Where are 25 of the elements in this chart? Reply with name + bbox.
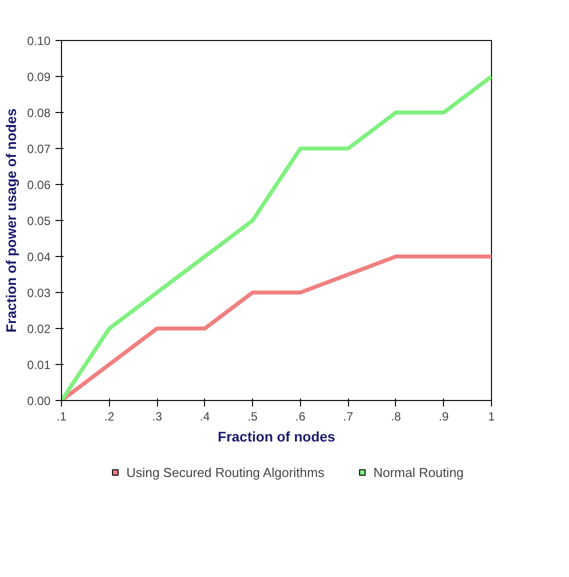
y-tick-label: 0.06 bbox=[27, 178, 51, 192]
y-tick-label: 0.01 bbox=[27, 358, 51, 372]
x-axis-title: Fraction of nodes bbox=[218, 428, 336, 444]
x-tick-label: .7 bbox=[343, 410, 354, 424]
x-tick-label: .2 bbox=[104, 410, 115, 424]
x-tick-label: .8 bbox=[390, 410, 402, 424]
x-tick-label: .5 bbox=[248, 410, 258, 424]
y-tick-label: 0.05 bbox=[27, 214, 51, 228]
y-axis-title: Fraction of power usage of nodes bbox=[3, 108, 20, 333]
x-tick-label: 1 bbox=[488, 410, 496, 424]
y-tick-label: 0.04 bbox=[27, 250, 51, 264]
x-tick-label: .4 bbox=[200, 410, 210, 424]
y-tick-label: 0.08 bbox=[27, 106, 51, 120]
y-tick-label: 0.03 bbox=[27, 286, 51, 300]
x-tick-label: .3 bbox=[152, 410, 162, 424]
x-tick-label: .1 bbox=[56, 410, 67, 424]
legend-label: Normal Routing bbox=[373, 464, 464, 480]
legend-label: Using Secured Routing Algorithms bbox=[126, 464, 324, 480]
y-tick-label: 0.02 bbox=[27, 322, 51, 336]
y-tick-label: 0.10 bbox=[27, 34, 51, 48]
y-tick-label: 0.09 bbox=[27, 70, 51, 84]
y-tick-label: 0.07 bbox=[27, 142, 51, 156]
y-tick-label: 0.00 bbox=[27, 394, 51, 408]
x-tick-label: .9 bbox=[438, 410, 450, 424]
x-tick-label: .6 bbox=[295, 410, 306, 424]
